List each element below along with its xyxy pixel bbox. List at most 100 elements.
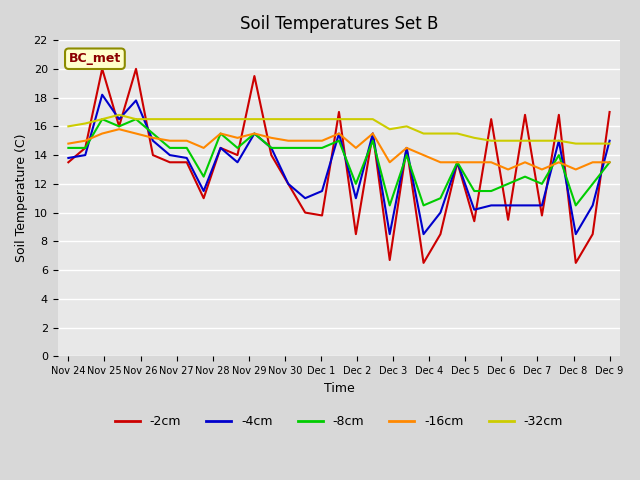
-4cm [589, 203, 596, 208]
-16cm [132, 131, 140, 136]
-4cm [605, 138, 613, 144]
-2cm [487, 116, 495, 122]
-32cm [420, 131, 428, 136]
Y-axis label: Soil Temperature (C): Soil Temperature (C) [15, 134, 28, 263]
-2cm [149, 152, 157, 158]
-2cm [284, 181, 292, 187]
-8cm [217, 131, 225, 136]
Line: -16cm: -16cm [68, 129, 609, 169]
-8cm [538, 181, 546, 187]
-32cm [183, 116, 191, 122]
-8cm [572, 203, 580, 208]
-32cm [81, 120, 89, 126]
-4cm [470, 207, 478, 213]
-8cm [352, 181, 360, 187]
-16cm [251, 131, 259, 136]
-32cm [487, 138, 495, 144]
-16cm [318, 138, 326, 144]
-2cm [572, 260, 580, 266]
Line: -8cm: -8cm [68, 119, 609, 205]
-32cm [538, 138, 546, 144]
-32cm [251, 116, 259, 122]
-16cm [572, 167, 580, 172]
-32cm [132, 116, 140, 122]
-32cm [403, 123, 410, 129]
-2cm [589, 231, 596, 237]
Line: -32cm: -32cm [68, 115, 609, 144]
-4cm [436, 210, 444, 216]
-8cm [589, 181, 596, 187]
-2cm [65, 159, 72, 165]
-16cm [217, 131, 225, 136]
Text: BC_met: BC_met [68, 52, 121, 65]
-4cm [268, 145, 275, 151]
-4cm [284, 181, 292, 187]
-4cm [183, 155, 191, 161]
-4cm [115, 116, 123, 122]
Line: -2cm: -2cm [68, 69, 609, 263]
-2cm [183, 159, 191, 165]
-2cm [605, 109, 613, 115]
-16cm [538, 167, 546, 172]
Legend: -2cm, -4cm, -8cm, -16cm, -32cm: -2cm, -4cm, -8cm, -16cm, -32cm [110, 410, 568, 433]
-32cm [572, 141, 580, 146]
-4cm [386, 231, 394, 237]
-4cm [65, 155, 72, 161]
X-axis label: Time: Time [324, 382, 355, 395]
-4cm [369, 131, 376, 136]
-16cm [166, 138, 173, 144]
-32cm [352, 116, 360, 122]
-8cm [605, 159, 613, 165]
-8cm [234, 145, 241, 151]
-8cm [166, 145, 173, 151]
-16cm [200, 145, 207, 151]
-16cm [115, 126, 123, 132]
-4cm [200, 188, 207, 194]
-2cm [369, 131, 376, 136]
-16cm [149, 135, 157, 141]
-4cm [538, 203, 546, 208]
-8cm [335, 138, 343, 144]
-8cm [251, 131, 259, 136]
-2cm [301, 210, 309, 216]
-4cm [420, 231, 428, 237]
-16cm [369, 131, 376, 136]
-32cm [65, 123, 72, 129]
-4cm [352, 195, 360, 201]
-16cm [487, 159, 495, 165]
-2cm [268, 152, 275, 158]
-8cm [301, 145, 309, 151]
-2cm [81, 145, 89, 151]
-2cm [217, 145, 225, 151]
-16cm [454, 159, 461, 165]
-4cm [403, 145, 410, 151]
-2cm [200, 195, 207, 201]
-4cm [335, 131, 343, 136]
-32cm [605, 141, 613, 146]
-8cm [183, 145, 191, 151]
-32cm [335, 116, 343, 122]
-2cm [470, 218, 478, 224]
-4cm [132, 97, 140, 103]
Line: -4cm: -4cm [68, 95, 609, 234]
-16cm [521, 159, 529, 165]
-32cm [386, 126, 394, 132]
-4cm [99, 92, 106, 97]
-2cm [436, 231, 444, 237]
-8cm [268, 145, 275, 151]
-8cm [81, 145, 89, 151]
-32cm [217, 116, 225, 122]
-32cm [149, 116, 157, 122]
-4cm [301, 195, 309, 201]
-2cm [234, 152, 241, 158]
-32cm [268, 116, 275, 122]
-16cm [268, 135, 275, 141]
-8cm [115, 123, 123, 129]
-32cm [589, 141, 596, 146]
-16cm [81, 138, 89, 144]
-32cm [115, 112, 123, 118]
-32cm [99, 116, 106, 122]
-16cm [99, 131, 106, 136]
-32cm [369, 116, 376, 122]
-2cm [115, 123, 123, 129]
